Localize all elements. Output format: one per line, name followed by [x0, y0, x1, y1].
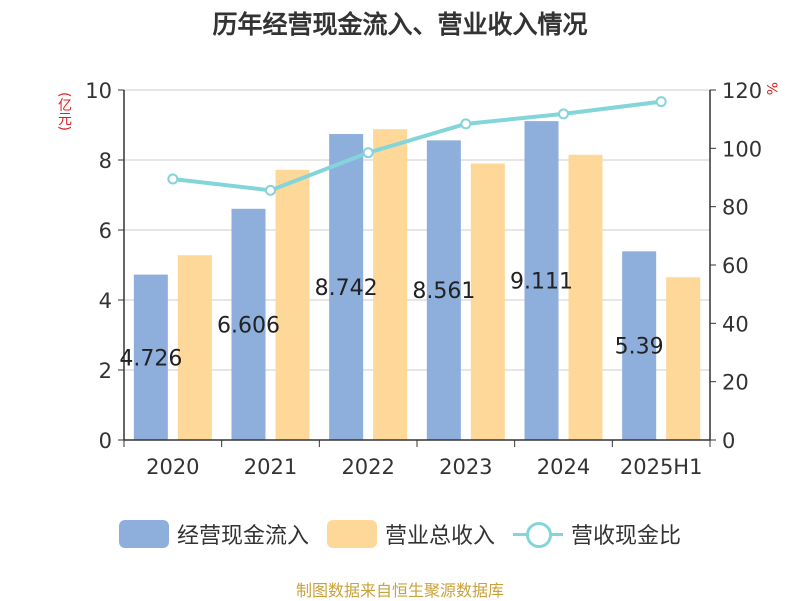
bar-revenue — [470, 163, 505, 440]
data-label-cash-inflow: 5.39 — [615, 335, 664, 360]
point-ratio — [362, 147, 374, 159]
point-ratio — [460, 118, 472, 130]
y-tick-label-right: 100 — [722, 137, 762, 161]
legend-swatch-revenue — [326, 520, 377, 548]
y-tick-label-left: 8 — [99, 149, 112, 173]
bar-revenue — [275, 169, 310, 441]
legend: 经营现金流入 营业总收入 营收现金比 — [0, 518, 800, 550]
bar-revenue — [177, 255, 212, 440]
x-tick-label: 2021 — [244, 455, 297, 479]
y-tick-label-right: 20 — [722, 371, 749, 395]
data-label-cash-inflow: 6.606 — [217, 313, 280, 338]
data-label-cash-inflow: 8.742 — [315, 276, 378, 301]
bar-cash-inflow — [329, 134, 364, 440]
y-tick-label-right: 120 — [722, 79, 762, 103]
bar-revenue — [373, 129, 408, 440]
x-tick-label: 2024 — [537, 455, 590, 479]
data-label-cash-inflow: 9.111 — [510, 270, 573, 295]
bar-cash-inflow — [133, 274, 168, 440]
y-tick-label-left: 6 — [99, 219, 112, 243]
data-label-cash-inflow: 4.726 — [119, 346, 182, 371]
bar-revenue — [568, 154, 603, 440]
legend-label-ratio: 营收现金比 — [571, 524, 682, 549]
y-tick-label-right: 80 — [722, 196, 749, 220]
bar-cash-inflow — [622, 251, 657, 440]
point-ratio — [655, 96, 667, 108]
legend-line-marker-ratio — [513, 520, 563, 548]
legend-item-revenue[interactable]: 营业总收入 — [326, 518, 495, 550]
point-ratio — [167, 173, 179, 185]
x-tick-label: 2025H1 — [620, 455, 703, 479]
legend-label-revenue: 营业总收入 — [384, 524, 495, 549]
bar-cash-inflow — [524, 121, 559, 441]
legend-item-ratio[interactable]: 营收现金比 — [513, 518, 681, 550]
y-tick-label-left: 4 — [99, 289, 112, 313]
line-ratio — [172, 99, 662, 193]
data-source-note: 制图数据来自恒生聚源数据库 — [295, 581, 504, 600]
bar-revenue — [666, 277, 701, 440]
y-tick-label-right: 0 — [722, 429, 735, 453]
y-tick-label-left: 10 — [85, 79, 112, 103]
bar-cash-inflow — [231, 208, 266, 440]
y-axis-left-label: (亿元) — [56, 92, 72, 131]
legend-item-cash-inflow[interactable]: 经营现金流入 — [118, 518, 309, 550]
data-label-cash-inflow: 8.561 — [412, 279, 475, 304]
y-tick-label-right: 60 — [722, 254, 749, 278]
y-tick-label-left: 0 — [99, 429, 112, 453]
x-tick-label: 2020 — [146, 455, 199, 479]
x-tick-label: 2022 — [341, 455, 394, 479]
y-tick-label-right: 40 — [722, 312, 749, 336]
y-tick-label-left: 2 — [99, 359, 112, 383]
bar-cash-inflow — [426, 140, 461, 441]
point-ratio — [265, 184, 276, 196]
point-ratio — [558, 108, 569, 120]
chart-title: 历年经营现金流入、营业收入情况 — [212, 10, 588, 39]
x-tick-label: 2023 — [439, 455, 492, 479]
legend-swatch-cash-inflow — [118, 520, 169, 548]
legend-label-cash-inflow: 经营现金流入 — [176, 524, 309, 549]
